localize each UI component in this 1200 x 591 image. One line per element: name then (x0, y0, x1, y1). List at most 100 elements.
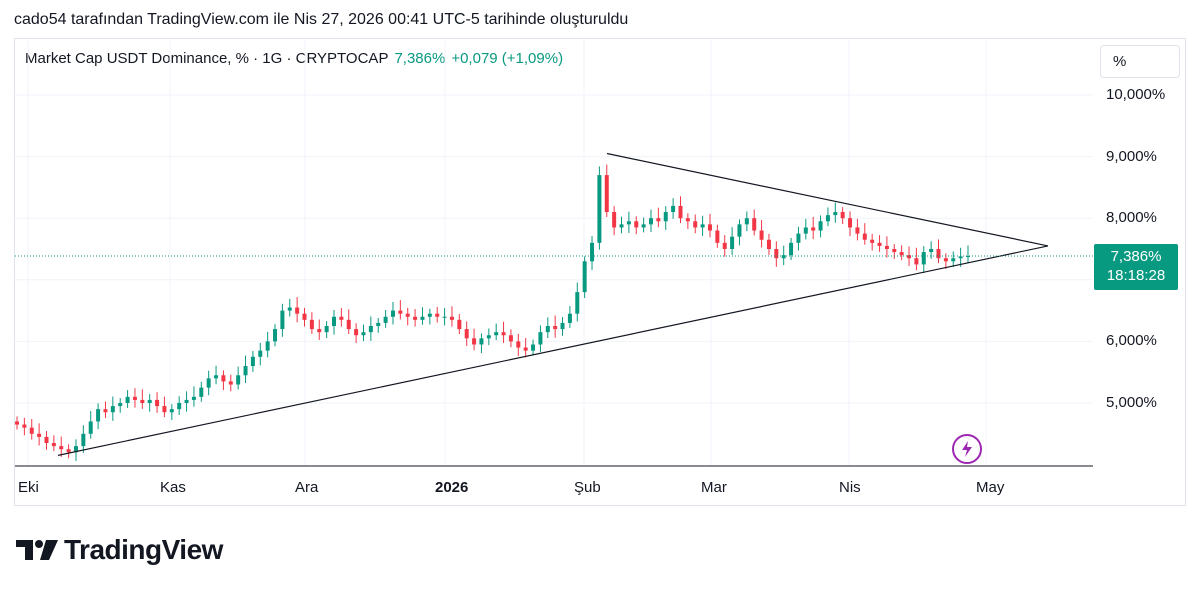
lightning-icon[interactable] (952, 434, 982, 464)
percent-scale-button[interactable]: % (1100, 45, 1180, 78)
candle-body (265, 341, 270, 351)
x-tick-label: May (976, 479, 1005, 496)
candle-body (125, 396, 130, 403)
candle-body (427, 313, 432, 317)
chart-legend: Market Cap USDT Dominance, % · 1G · CRYP… (25, 50, 563, 67)
candle-body (884, 245, 889, 249)
candle-body (29, 427, 34, 434)
candle-body (214, 375, 219, 379)
candle-body (88, 421, 93, 434)
chart-panel[interactable] (14, 38, 1186, 506)
candle-body (612, 212, 617, 228)
candle-body (243, 366, 248, 376)
candle-body (634, 221, 639, 228)
candle-body (877, 242, 882, 246)
candle-body (390, 310, 395, 317)
y-tick-label: 9,000% (1106, 147, 1157, 165)
candle-body (531, 344, 536, 351)
candle-body (103, 409, 108, 413)
candle-body (110, 406, 115, 413)
candle-body (420, 316, 425, 320)
candle-body (376, 322, 381, 326)
trendline-lower (57, 245, 1049, 456)
candle-body (206, 378, 211, 388)
candle-body (44, 436, 49, 444)
candle-body (236, 375, 241, 385)
candle-body (553, 326, 558, 330)
candle-body (818, 221, 823, 231)
x-tick-label: Eki (18, 479, 39, 496)
candle-body (228, 381, 233, 385)
candle-body (155, 399, 160, 407)
candle-body (722, 242, 727, 249)
symbol-label[interactable]: Market Cap USDT Dominance, % · 1G · CRYP… (25, 50, 389, 67)
candle-body (368, 326, 373, 333)
candle-body (678, 205, 683, 219)
candle-body (501, 332, 506, 336)
candle-body (663, 212, 668, 222)
candle-body (191, 396, 196, 400)
candle-body (766, 239, 771, 249)
candle-body (472, 338, 477, 345)
current-price-value: 7,386% (1110, 248, 1162, 265)
y-tick-label: 5,000% (1106, 394, 1157, 411)
candle-body (545, 326, 550, 333)
candle-body (590, 242, 595, 262)
candle-body (649, 218, 653, 225)
candle-body (494, 332, 499, 336)
logo-wordmark: TradingView (64, 534, 223, 565)
candle-body (737, 224, 742, 237)
candle-body (51, 443, 56, 447)
candle-body (280, 310, 285, 330)
candle-body (73, 446, 78, 453)
candle-body (914, 258, 919, 265)
candle-body (671, 205, 676, 213)
candle-body (442, 316, 447, 318)
candle-body (523, 347, 528, 351)
candle-body (486, 335, 491, 339)
candle-body (825, 215, 830, 222)
candle-body (560, 322, 565, 330)
candle-body (796, 233, 801, 243)
candle-body (287, 307, 292, 311)
candle-body (464, 329, 469, 339)
candle-body (899, 252, 904, 256)
x-tick-label: Ara (295, 479, 319, 496)
candle-body (840, 212, 845, 219)
candle-body (302, 313, 307, 320)
last-value: 7,386% (394, 50, 446, 67)
candle-body (346, 319, 351, 330)
candle-body (641, 224, 646, 228)
candle-body (383, 316, 388, 323)
candle-body (538, 332, 543, 345)
candle-body (656, 218, 661, 222)
candle-body (457, 319, 462, 330)
tradingview-logo-icon (16, 540, 58, 560)
candle-body (516, 341, 521, 348)
x-tick-label: Mar (701, 479, 727, 496)
candle-body (951, 258, 956, 262)
tradingview-logo[interactable]: TradingView (16, 534, 223, 566)
candle-body (37, 433, 42, 437)
candle-body (575, 292, 580, 314)
candle-body (921, 252, 926, 265)
candle-body (781, 255, 786, 259)
candle-body (317, 329, 322, 333)
candle-body (707, 224, 712, 231)
candle-body (435, 313, 440, 317)
x-tick-label: 2026 (435, 479, 469, 496)
attribution-text: cado54 tarafından TradingView.com ile Ni… (14, 11, 629, 28)
candle-body (66, 449, 71, 453)
candle-body (715, 230, 720, 243)
candle-body (597, 175, 602, 243)
change-value: +0,079 (+1,09%) (451, 50, 564, 67)
candle-body (774, 249, 779, 259)
candle-body (169, 409, 174, 413)
bar-countdown: 18:18:28 (1106, 267, 1166, 284)
candle-body (22, 424, 27, 428)
candle-body (907, 255, 912, 259)
candle-body (943, 258, 948, 262)
candle-body (848, 218, 853, 228)
candle-body (118, 403, 123, 407)
